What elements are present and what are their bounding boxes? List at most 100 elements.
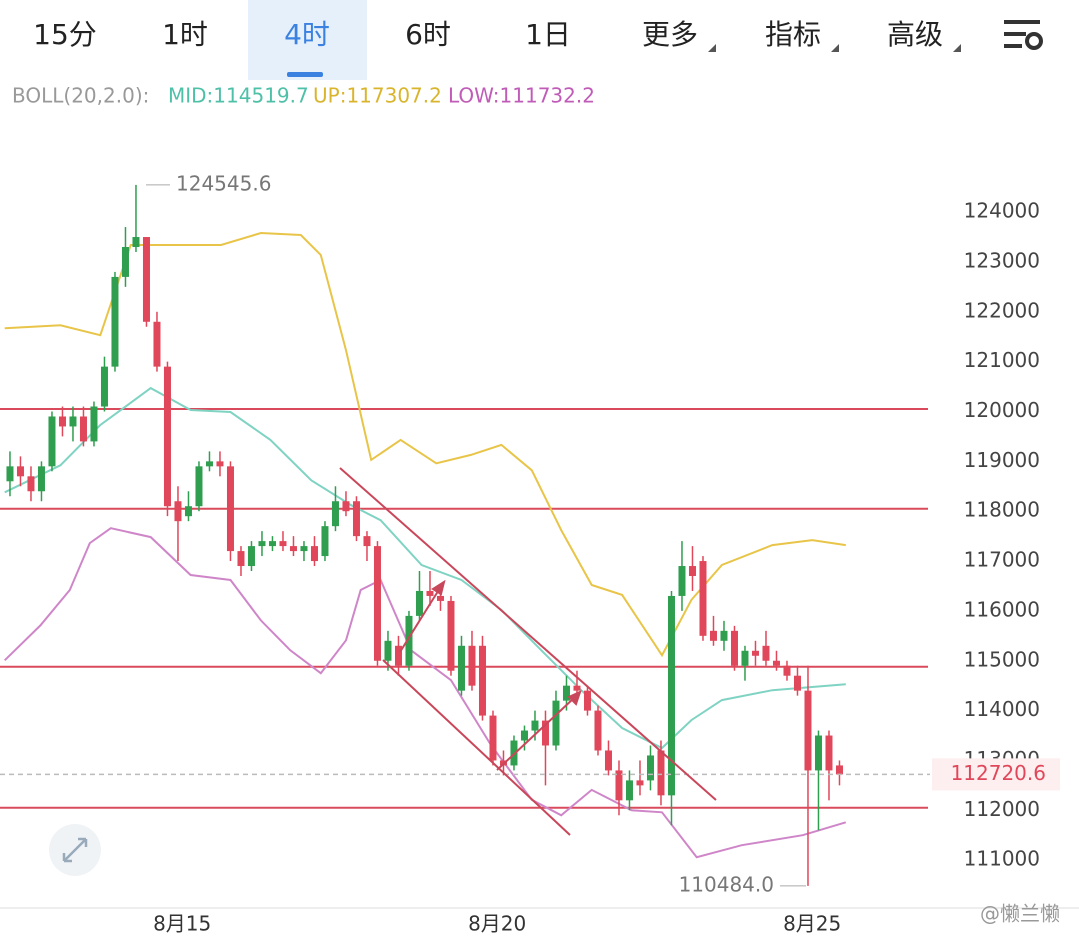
legend-mid: MID:114519.7	[168, 84, 309, 108]
candle-body	[6, 466, 14, 482]
tab[interactable]: 6时	[405, 18, 451, 51]
candle-body	[27, 476, 35, 492]
candle-body	[321, 526, 329, 557]
candle-body	[688, 566, 696, 577]
candle-body	[16, 466, 24, 477]
candle-body	[793, 675, 801, 691]
candle-body	[174, 501, 182, 522]
candle-body	[478, 645, 486, 716]
tab[interactable]: 更多	[642, 18, 698, 51]
low-label: 110484.0	[679, 872, 774, 896]
candle-body	[405, 615, 413, 666]
legend-up: UP:117307.2	[313, 84, 442, 108]
candle-body	[216, 461, 224, 467]
candle-body	[552, 700, 560, 746]
y-tick-label: 123000	[964, 248, 1040, 272]
candle-body	[363, 536, 371, 547]
candle-body	[279, 541, 287, 547]
tab[interactable]: 4时	[284, 18, 330, 51]
y-tick-label: 114000	[964, 697, 1040, 721]
candle-body	[636, 780, 644, 786]
candle-body	[709, 630, 717, 641]
bollinger-band	[4, 231, 846, 658]
candle-body	[310, 546, 318, 562]
active-tab-underline	[287, 72, 323, 77]
candle-body	[825, 735, 833, 771]
candle-body	[562, 685, 570, 701]
candle-body	[436, 595, 444, 601]
last-price-label: 112720.6	[951, 761, 1046, 785]
bollinger-band	[4, 527, 847, 859]
candle-body	[457, 645, 465, 691]
high-label: 124545.6	[176, 171, 271, 195]
candle-body	[226, 466, 234, 552]
candle-body	[720, 630, 728, 641]
y-tick-label: 122000	[964, 298, 1040, 322]
candle-body	[489, 715, 497, 761]
candle-body	[741, 650, 749, 666]
active-tab-bg	[248, 0, 367, 80]
tab[interactable]: 15分	[33, 18, 97, 51]
candle-body	[121, 246, 129, 277]
candle-body	[751, 650, 759, 656]
y-tick-label: 117000	[964, 548, 1040, 572]
settings-icon[interactable]	[1004, 20, 1043, 50]
candle-body	[90, 406, 98, 442]
candle-body	[373, 546, 381, 661]
candle-body	[48, 416, 56, 467]
candle-body	[247, 546, 255, 567]
y-tick-label: 121000	[964, 348, 1040, 372]
candle-body	[531, 720, 539, 731]
y-tick-label: 111000	[964, 847, 1040, 871]
candle-body	[205, 461, 213, 467]
candle-body	[37, 466, 45, 492]
y-tick-label: 118000	[964, 498, 1040, 522]
candle-body	[300, 546, 308, 552]
candle-body	[804, 690, 812, 771]
candle-body	[132, 237, 140, 247]
candle-body	[625, 780, 633, 801]
candle-body	[678, 566, 686, 596]
y-tick-label: 115000	[964, 647, 1040, 671]
candle-body	[258, 541, 266, 547]
y-tick-label: 119000	[964, 448, 1040, 472]
candle-body	[100, 366, 108, 407]
candle-body	[195, 466, 203, 507]
candle-body	[289, 546, 297, 552]
candle-body	[657, 750, 665, 796]
candle-body	[646, 755, 654, 781]
x-tick-label: 8月20	[468, 912, 526, 936]
tab[interactable]: 1时	[162, 18, 208, 51]
candle-body	[415, 590, 423, 616]
candle-body	[447, 600, 455, 671]
candle-body	[331, 501, 339, 527]
candle-body	[583, 690, 591, 711]
x-tick-label: 8月15	[153, 912, 211, 936]
candle-body	[730, 630, 738, 666]
tab[interactable]: 1日	[525, 18, 571, 51]
candle-body	[772, 660, 780, 666]
plot-area: 124000 123000 122000 121000 120000 119000 1180…	[0, 171, 1079, 936]
candle-body	[541, 720, 549, 746]
candle-body	[58, 416, 66, 427]
candle-body	[268, 541, 276, 547]
y-tick-label: 120000	[964, 398, 1040, 422]
candle-body	[426, 590, 434, 596]
tab-bar: 15分 1时 4时 6时 1日 更多 指标 高级	[33, 18, 943, 51]
candle-body	[667, 595, 675, 796]
candle-body	[615, 770, 623, 801]
y-tick-label: 112000	[964, 797, 1040, 821]
tab[interactable]: 指标	[765, 18, 821, 51]
expand-button[interactable]	[49, 824, 101, 876]
tab[interactable]: 高级	[887, 18, 943, 51]
y-tick-label: 124000	[964, 199, 1040, 223]
candle-body	[520, 730, 528, 741]
candle-body	[835, 765, 843, 775]
candle-body	[468, 645, 476, 686]
candle-body	[342, 501, 350, 512]
dropdown-marks	[708, 44, 961, 52]
candle-body	[111, 276, 119, 367]
candle-body	[69, 416, 77, 427]
candle-body	[699, 561, 707, 636]
